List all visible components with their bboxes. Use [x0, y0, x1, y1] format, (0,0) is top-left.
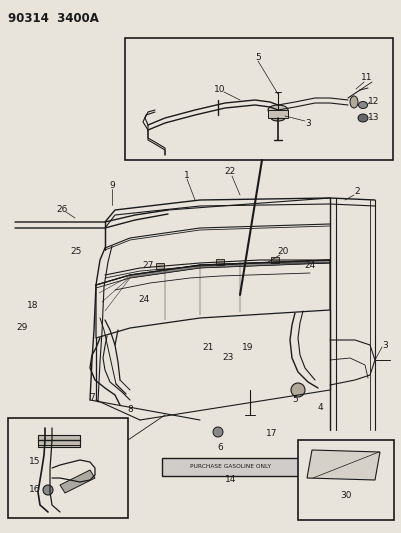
- Text: 13: 13: [367, 112, 379, 122]
- Circle shape: [290, 383, 304, 397]
- Text: 5: 5: [255, 52, 260, 61]
- Text: 6: 6: [217, 442, 222, 451]
- Text: 20: 20: [277, 247, 288, 256]
- Bar: [162, 458, 299, 476]
- Text: 29: 29: [16, 324, 28, 333]
- Text: 21: 21: [202, 343, 213, 352]
- Bar: [156, 263, 164, 269]
- Text: 5: 5: [292, 395, 297, 405]
- Bar: [125, 38, 392, 160]
- Text: 17: 17: [265, 429, 277, 438]
- Text: 27: 27: [142, 261, 153, 270]
- Bar: [270, 257, 278, 263]
- Bar: [8, 418, 128, 518]
- Text: 9: 9: [109, 181, 115, 190]
- Bar: [38, 435, 80, 447]
- Text: 4: 4: [316, 402, 322, 411]
- Text: 25: 25: [70, 247, 81, 256]
- Ellipse shape: [349, 96, 357, 108]
- Text: 14: 14: [225, 475, 236, 484]
- Polygon shape: [306, 450, 379, 480]
- Text: 12: 12: [367, 96, 379, 106]
- Text: 90314  3400A: 90314 3400A: [8, 12, 99, 25]
- Text: 22: 22: [224, 167, 235, 176]
- Text: 10: 10: [214, 85, 225, 93]
- Text: 1: 1: [184, 171, 189, 180]
- Text: 2: 2: [353, 188, 359, 197]
- Bar: [297, 440, 393, 520]
- Text: 23: 23: [222, 353, 233, 362]
- Circle shape: [43, 485, 53, 495]
- Polygon shape: [60, 470, 95, 493]
- Text: 24: 24: [304, 261, 315, 270]
- Ellipse shape: [358, 101, 367, 109]
- Text: 30: 30: [339, 491, 351, 500]
- Text: 11: 11: [360, 74, 372, 83]
- Text: 19: 19: [242, 343, 253, 352]
- Text: 15: 15: [29, 457, 41, 466]
- Bar: [267, 110, 287, 118]
- Text: PURCHASE GASOLINE ONLY: PURCHASE GASOLINE ONLY: [190, 464, 271, 470]
- Text: 24: 24: [138, 295, 149, 304]
- Text: 7: 7: [89, 393, 95, 402]
- Ellipse shape: [270, 115, 284, 121]
- Text: 3: 3: [381, 341, 387, 350]
- Ellipse shape: [357, 114, 367, 122]
- Text: 8: 8: [127, 406, 133, 415]
- Text: 16: 16: [29, 486, 41, 495]
- Text: 3: 3: [304, 119, 310, 128]
- Ellipse shape: [267, 105, 287, 115]
- Text: 18: 18: [27, 301, 38, 310]
- Circle shape: [213, 427, 223, 437]
- Bar: [215, 259, 223, 265]
- Text: 26: 26: [56, 206, 67, 214]
